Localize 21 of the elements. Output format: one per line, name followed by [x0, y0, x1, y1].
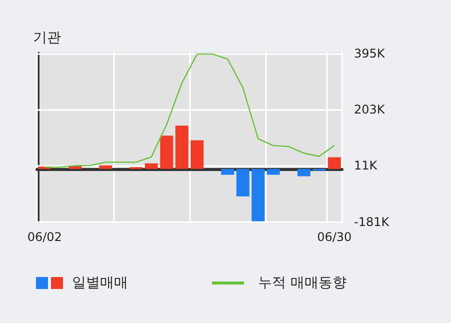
- y-tick-label: 11K: [354, 158, 378, 173]
- bar: [160, 136, 174, 169]
- legend-label: 누적 매매동향: [258, 275, 346, 291]
- bar: [236, 168, 250, 196]
- bar: [328, 157, 341, 169]
- legend-label: 일별매매: [72, 275, 128, 291]
- bar: [144, 163, 158, 169]
- y-tick-label: -181K: [354, 214, 390, 229]
- line-series: [44, 53, 335, 168]
- bar: [175, 126, 188, 169]
- x-tick-label: 06/02: [27, 230, 62, 244]
- bar: [297, 168, 310, 176]
- y-tick-label: 203K: [354, 102, 386, 117]
- bar: [252, 168, 265, 222]
- y-tick-label: 395K: [354, 46, 386, 60]
- x-tick-label: 06/30: [317, 230, 352, 244]
- bar: [99, 165, 112, 169]
- bar: [266, 168, 280, 175]
- bar: [190, 140, 204, 169]
- chart-title: 기관: [33, 30, 61, 46]
- bar: [221, 168, 234, 175]
